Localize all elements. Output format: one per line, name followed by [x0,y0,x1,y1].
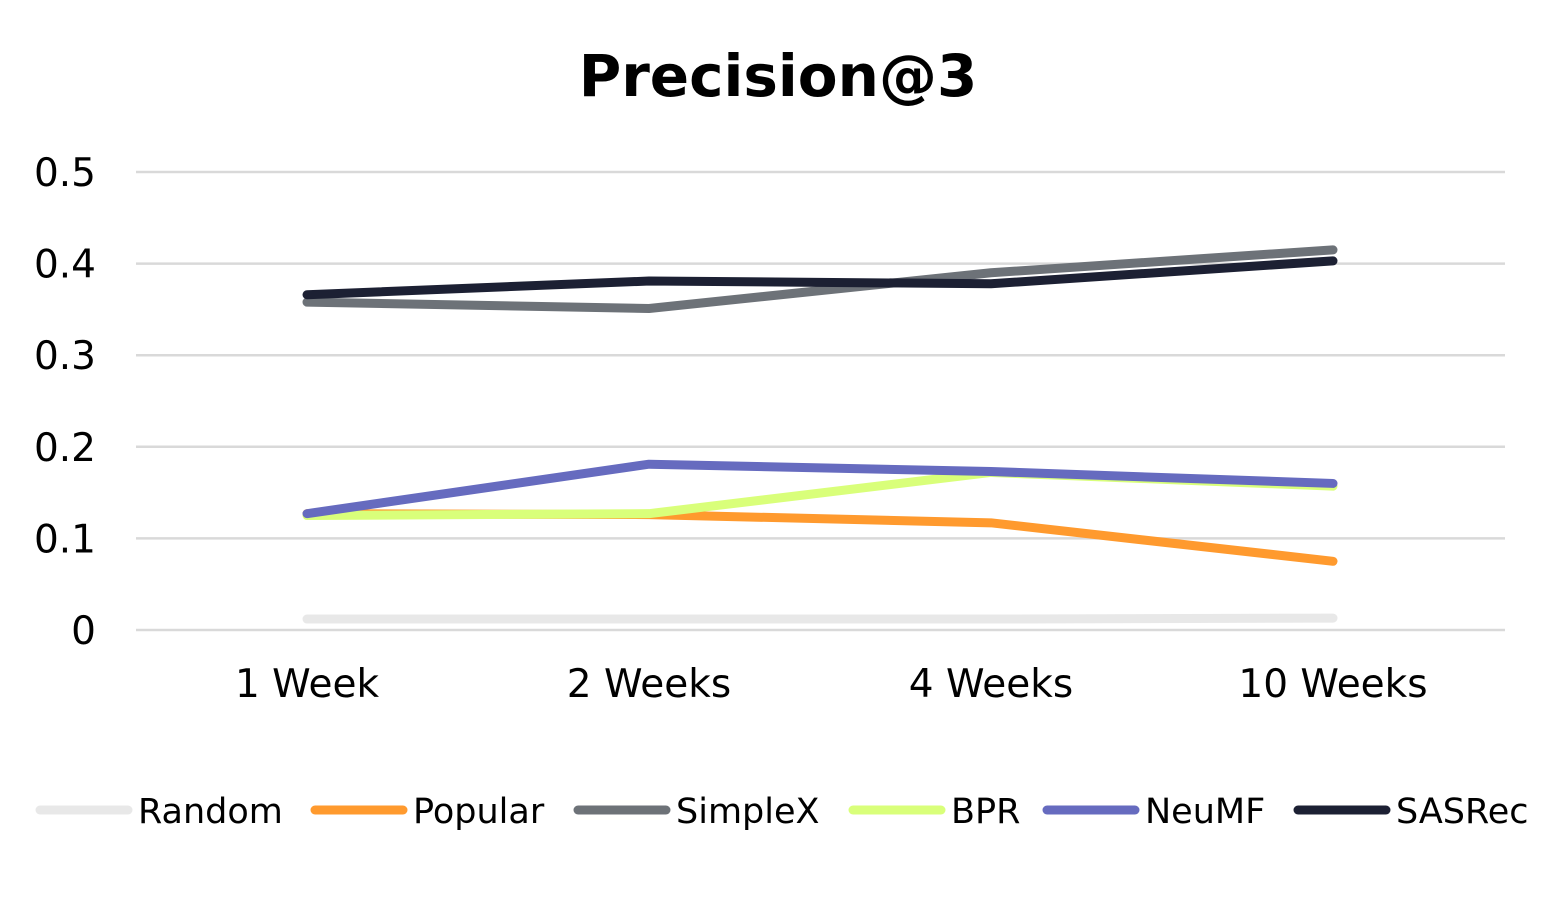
legend-label-neumf: NeuMF [1145,792,1265,832]
chart-title: Precision@3 [579,42,978,110]
series-lines [302,245,1338,624]
series-line-neumf [302,459,1338,519]
x-tick-label: 4 Weeks [909,662,1073,707]
y-tick-label: 0.4 [34,243,96,288]
x-tick-label: 2 Weeks [567,662,731,707]
y-axis-ticks: 0 0.1 0.2 0.3 0.4 0.5 [34,151,96,654]
x-tick-label: 10 Weeks [1238,662,1427,707]
series-line-random [302,613,1338,624]
x-axis-ticks: 1 Week 2 Weeks 4 Weeks 10 Weeks [235,662,1428,707]
y-tick-label: 0.1 [34,517,96,562]
y-tick-label: 0.3 [34,334,96,379]
y-tick-label: 0 [71,609,96,654]
legend-label-sasrec: SASRec [1396,792,1529,832]
y-tick-label: 0.5 [34,151,96,196]
y-tick-label: 0.2 [34,426,96,471]
legend-label-random: Random [138,792,283,832]
gridlines [136,170,1505,632]
legend-label-bpr: BPR [951,792,1020,832]
series-line-simplex [302,245,1338,313]
legend-label-popular: Popular [413,792,545,832]
legend: Random Popular SimpleX BPR NeuMF SASRec [35,792,1529,832]
x-tick-label: 1 Week [235,662,379,707]
legend-label-simplex: SimpleX [676,792,820,832]
series-line-sasrec [302,256,1338,300]
